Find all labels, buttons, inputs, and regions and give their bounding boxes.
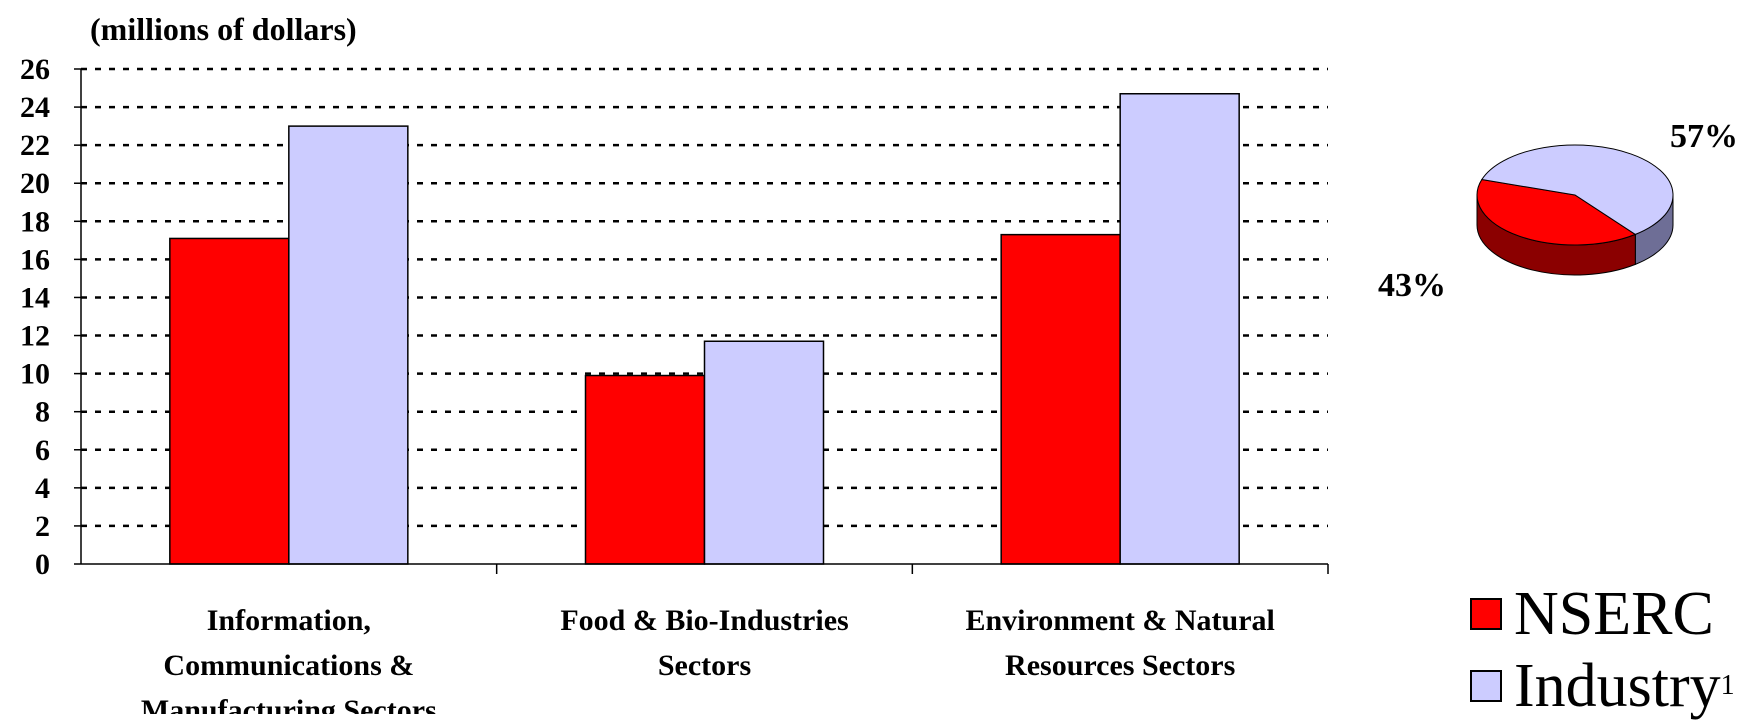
legend-swatch-nserc: [1470, 598, 1502, 630]
unit-label: (millions of dollars): [90, 11, 357, 47]
y-tick-label: 12: [20, 320, 50, 353]
category-label: Sectors: [658, 649, 751, 682]
pie-label-industry: 57%: [1670, 118, 1738, 155]
legend: NSERC Industry 1: [1470, 578, 1735, 722]
legend-label-industry: Industry: [1514, 652, 1721, 720]
y-tick-label: 20: [20, 167, 50, 200]
category-label: Food & Bio-Industries: [560, 604, 848, 637]
y-tick-label: 0: [35, 548, 50, 581]
y-tick-label: 10: [20, 358, 50, 391]
y-tick-label: 6: [35, 434, 50, 467]
y-tick-label: 26: [20, 53, 50, 86]
category-label: Environment & Natural: [965, 604, 1274, 637]
legend-swatch-industry: [1470, 670, 1502, 702]
y-tick-label: 2: [35, 510, 50, 543]
y-tick-label: 16: [20, 243, 50, 276]
legend-label-nserc: NSERC: [1514, 580, 1714, 648]
legend-footnote-industry: 1: [1720, 670, 1735, 701]
pie-slice-nserc: [1476, 179, 1637, 246]
y-tick-label: 24: [20, 91, 50, 124]
y-tick-label: 22: [20, 129, 50, 162]
y-tick-label: 18: [20, 205, 50, 238]
bar-industry-2: [703, 340, 825, 565]
category-label: Resources Sectors: [1005, 649, 1235, 682]
bar-industry-1: [288, 125, 409, 565]
bar-nserc-1: [169, 237, 290, 565]
legend-item-industry: Industry 1: [1470, 650, 1735, 722]
category-label: Information,: [207, 604, 371, 637]
bar-nserc-3: [1000, 233, 1121, 565]
bar-industry-3: [1119, 93, 1240, 565]
y-tick-label: 14: [20, 281, 50, 314]
category-label: Communications &: [163, 649, 414, 682]
y-tick-label: 4: [35, 472, 50, 505]
pie-slice-industry: [1480, 144, 1674, 235]
category-label: Manufacturing Sectors: [141, 694, 437, 714]
y-tick-label: 8: [35, 396, 50, 429]
pie-label-nserc: 43%: [1378, 267, 1446, 304]
bar-nserc-2: [584, 374, 706, 565]
legend-item-nserc: NSERC: [1470, 578, 1735, 650]
